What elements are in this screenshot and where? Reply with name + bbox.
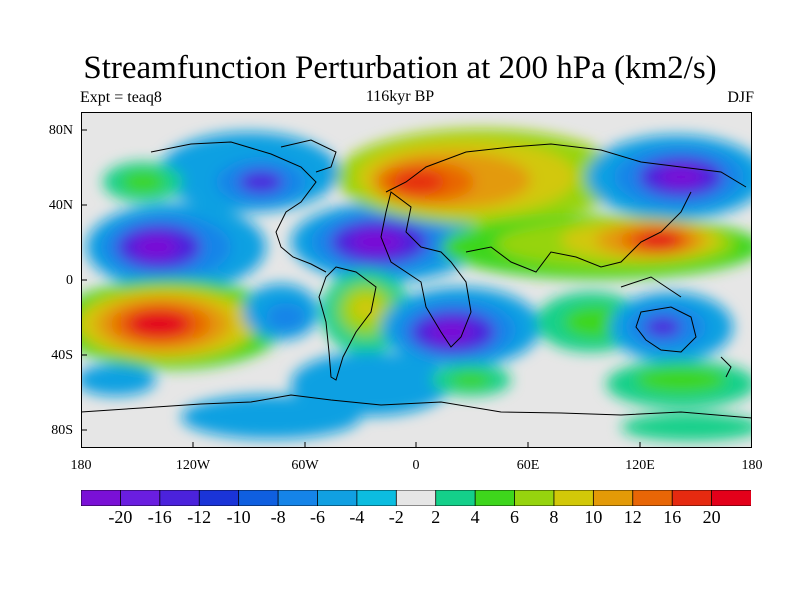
colorbar-tick-label: -10 [226, 507, 251, 527]
colorbar-tick-label: -2 [388, 507, 404, 527]
lat-label-40s: 40S [51, 348, 73, 363]
colorbar-swatch [474, 490, 516, 506]
colorbar-swatch [632, 490, 674, 506]
lon-label-180e: 180 [741, 458, 763, 473]
colorbar-tick-label: 12 [623, 507, 642, 527]
colorbar-tick-label: 6 [510, 507, 519, 527]
colorbar-swatch [317, 490, 358, 506]
colorbar-tick-label: -12 [187, 507, 212, 527]
lon-label-0: 0 [412, 458, 420, 473]
colorbar [81, 490, 751, 506]
lat-label-80n: 80N [48, 123, 73, 138]
period-label: 116kyr BP [365, 88, 435, 105]
colorbar-swatch [120, 490, 161, 506]
colorbar-tick-label: 8 [549, 507, 559, 527]
lon-label-180w: 180 [70, 458, 92, 473]
contour-fields [81, 129, 752, 441]
lat-label-80s: 80S [51, 423, 73, 438]
colorbar-tick-label: -16 [147, 507, 172, 527]
lon-label-60e: 60E [516, 458, 540, 473]
lon-label-120w: 120W [175, 458, 211, 473]
colorbar-swatch [395, 490, 437, 506]
colorbar-swatch [159, 490, 201, 506]
colorbar-swatch [435, 490, 477, 506]
coastlines [81, 139, 752, 419]
colorbar-tick-label: -4 [349, 507, 365, 527]
colorbar-tick-label: -8 [270, 507, 286, 527]
colorbar-tick-label: 20 [702, 507, 721, 527]
lat-label-40n: 40N [48, 198, 73, 213]
colorbar-swatch [592, 490, 634, 506]
colorbar-swatch [553, 490, 595, 506]
lat-label-0: 0 [66, 273, 73, 288]
colorbar-swatch [277, 490, 319, 506]
colorbar-tick-label: 4 [470, 507, 480, 527]
colorbar-tick-label: 2 [431, 507, 441, 527]
colorbar-tick-label: 10 [584, 507, 603, 527]
colorbar-tick-label: -6 [310, 507, 325, 527]
season-label: DJF [727, 89, 754, 106]
colorbar-swatch [81, 490, 122, 506]
colorbar-swatch [198, 490, 240, 506]
colorbar-tick-label: 16 [663, 507, 682, 527]
colorbar-swatch [356, 490, 398, 506]
colorbar-swatch [671, 490, 713, 506]
streamfunction-map [81, 112, 752, 448]
colorbar-swatch [514, 490, 555, 506]
colorbar-swatch [711, 490, 751, 506]
lon-label-60w: 60W [291, 458, 319, 473]
colorbar-tick-label: -20 [108, 507, 133, 527]
lon-label-120e: 120E [625, 458, 655, 473]
experiment-label: Expt = teaq8 [80, 89, 162, 106]
colorbar-swatch [238, 490, 279, 506]
axis-ticks [81, 129, 641, 448]
plot-title: Streamfunction Perturbation at 200 hPa (… [83, 50, 717, 86]
